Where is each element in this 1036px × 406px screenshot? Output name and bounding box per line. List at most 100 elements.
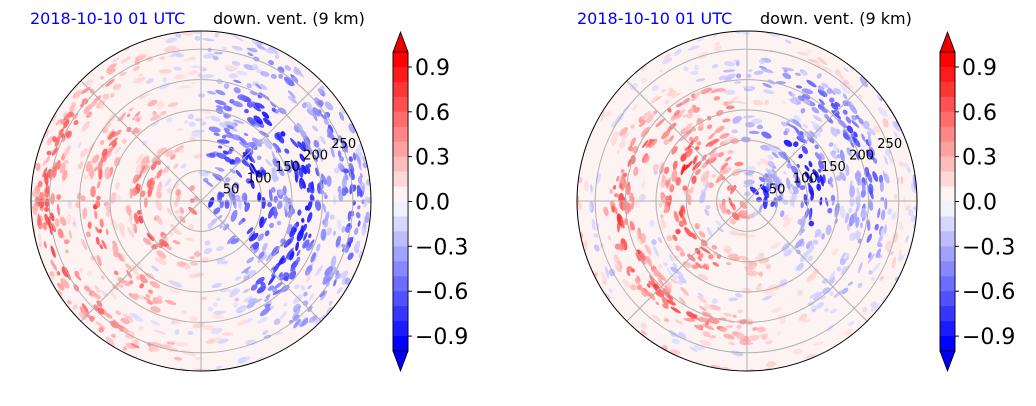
field-cell — [126, 269, 133, 279]
field-cell — [688, 136, 693, 142]
field-cell — [69, 204, 73, 210]
field-cell — [816, 183, 822, 191]
field-cell — [213, 302, 218, 307]
field-cell — [45, 184, 50, 195]
field-cell — [295, 241, 300, 252]
field-cell — [883, 93, 889, 98]
field-cell — [657, 264, 663, 269]
field-cell — [224, 130, 234, 136]
field-cell — [176, 128, 184, 132]
field-cell — [283, 350, 293, 355]
field-cell — [661, 88, 666, 93]
field-cell — [807, 255, 813, 262]
field-cell — [772, 174, 780, 186]
field-cell — [702, 323, 715, 331]
field-cell — [179, 148, 185, 153]
field-cell — [649, 95, 658, 105]
field-cell — [64, 159, 69, 165]
field-cell — [752, 99, 764, 106]
field-cell — [776, 195, 783, 202]
field-cell — [86, 270, 93, 276]
radial-tick-label: 50 — [769, 183, 786, 198]
field-cell — [275, 54, 280, 59]
field-cell — [767, 160, 775, 168]
field-cell — [328, 300, 333, 306]
field-cell — [261, 111, 270, 119]
field-cell — [831, 110, 842, 120]
field-cell — [170, 154, 176, 160]
field-cell — [133, 212, 139, 225]
field-cell — [868, 199, 874, 211]
field-cell — [798, 313, 808, 322]
field-cell — [761, 131, 772, 139]
radial-tick-label: 100 — [247, 171, 272, 186]
field-cell — [117, 116, 124, 122]
field-cell — [137, 325, 144, 331]
field-cell — [293, 68, 300, 76]
field-cell — [691, 175, 697, 185]
field-cell — [107, 63, 117, 72]
field-cell — [663, 53, 672, 61]
field-cell — [779, 279, 788, 284]
field-cell — [689, 346, 698, 352]
field-cell — [728, 197, 733, 207]
field-cell — [858, 94, 863, 99]
field-cell — [675, 177, 682, 186]
field-cell — [695, 262, 703, 269]
colorbar-band — [940, 231, 955, 247]
field-cell — [691, 96, 698, 102]
field-cell — [607, 235, 612, 241]
field-cell — [365, 211, 370, 220]
field-cell — [314, 199, 322, 211]
field-cell — [661, 130, 671, 140]
field-cell — [145, 293, 151, 299]
field-cell — [151, 160, 157, 171]
field-cell — [81, 98, 89, 105]
field-cell — [794, 72, 801, 77]
field-cell — [336, 287, 343, 294]
field-cell — [216, 259, 223, 265]
field-cell — [722, 118, 731, 123]
field-cell — [237, 356, 247, 364]
field-cell — [701, 265, 710, 270]
field-cell — [208, 126, 221, 133]
field-cell — [662, 57, 673, 65]
field-cell — [708, 132, 716, 140]
radial-tick-labels: 50 100 150 200 250 — [223, 137, 356, 198]
field-cell — [636, 275, 641, 282]
field-cell — [162, 77, 168, 83]
field-cell — [301, 141, 307, 151]
field-cell — [695, 325, 702, 330]
field-cell — [678, 109, 686, 115]
field-cell — [675, 228, 681, 235]
field-cell — [875, 252, 881, 259]
field-cell — [629, 220, 636, 231]
field-cell — [138, 295, 146, 300]
field-cell — [821, 233, 825, 240]
field-cell — [687, 253, 696, 262]
field-cell — [759, 58, 766, 64]
field-cell — [577, 202, 582, 211]
field-cell — [756, 372, 762, 376]
field-cell — [620, 169, 625, 174]
field-cell — [71, 102, 76, 107]
field-cell — [664, 166, 670, 175]
field-cell — [698, 230, 706, 238]
field-cell — [783, 171, 787, 175]
field-cell — [298, 178, 304, 190]
field-cell — [122, 346, 127, 351]
colorbar-band — [393, 276, 408, 292]
field-cell — [577, 240, 581, 252]
colorbar-band — [393, 171, 408, 187]
colorbar-band — [940, 321, 955, 337]
field-cell — [719, 202, 725, 215]
field-cell — [614, 263, 620, 270]
field-cell — [634, 277, 640, 285]
field-cell — [604, 265, 610, 279]
field-cell — [332, 194, 337, 205]
field-cell — [645, 114, 654, 124]
field-cell — [130, 343, 140, 349]
field-cell — [717, 152, 725, 158]
field-cell — [795, 129, 805, 139]
field-cell — [593, 233, 599, 239]
